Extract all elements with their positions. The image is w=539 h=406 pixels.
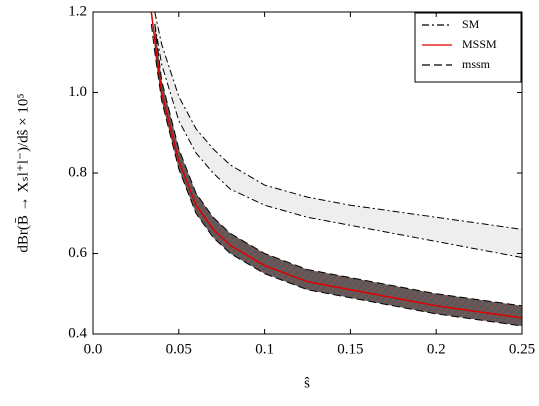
- x-tick-label: 0.2: [427, 341, 446, 357]
- x-tick-label: 0.15: [337, 341, 363, 357]
- legend-label: mssm: [462, 57, 491, 71]
- y-tick-label: 0.4: [68, 325, 87, 341]
- y-tick-label: 0.8: [68, 164, 87, 180]
- legend-label: SM: [462, 17, 480, 31]
- y-tick-label: 1.2: [68, 3, 87, 19]
- line: [154, 12, 522, 230]
- y-tick-label: 1.0: [68, 84, 87, 100]
- plot-area: [150, 12, 522, 327]
- line: [150, 24, 522, 327]
- legend-label: MSSM: [462, 37, 497, 51]
- legend: SM MSSM mssm: [414, 12, 522, 83]
- y-axis-label: dBr(B̄ → Xₛl⁺l⁻)/dŝ × 10⁵: [15, 93, 31, 252]
- x-tick-label: 0.0: [84, 341, 103, 357]
- line: [154, 24, 522, 307]
- line: [150, 12, 522, 319]
- x-axis-label: ŝ: [304, 375, 310, 391]
- band: [154, 12, 522, 258]
- band: [154, 24, 522, 326]
- x-tick-label: 0.25: [509, 341, 535, 357]
- x-tick-label: 0.1: [255, 341, 274, 357]
- x-tick-label: 0.05: [166, 341, 192, 357]
- y-tick-label: 0.6: [68, 245, 87, 261]
